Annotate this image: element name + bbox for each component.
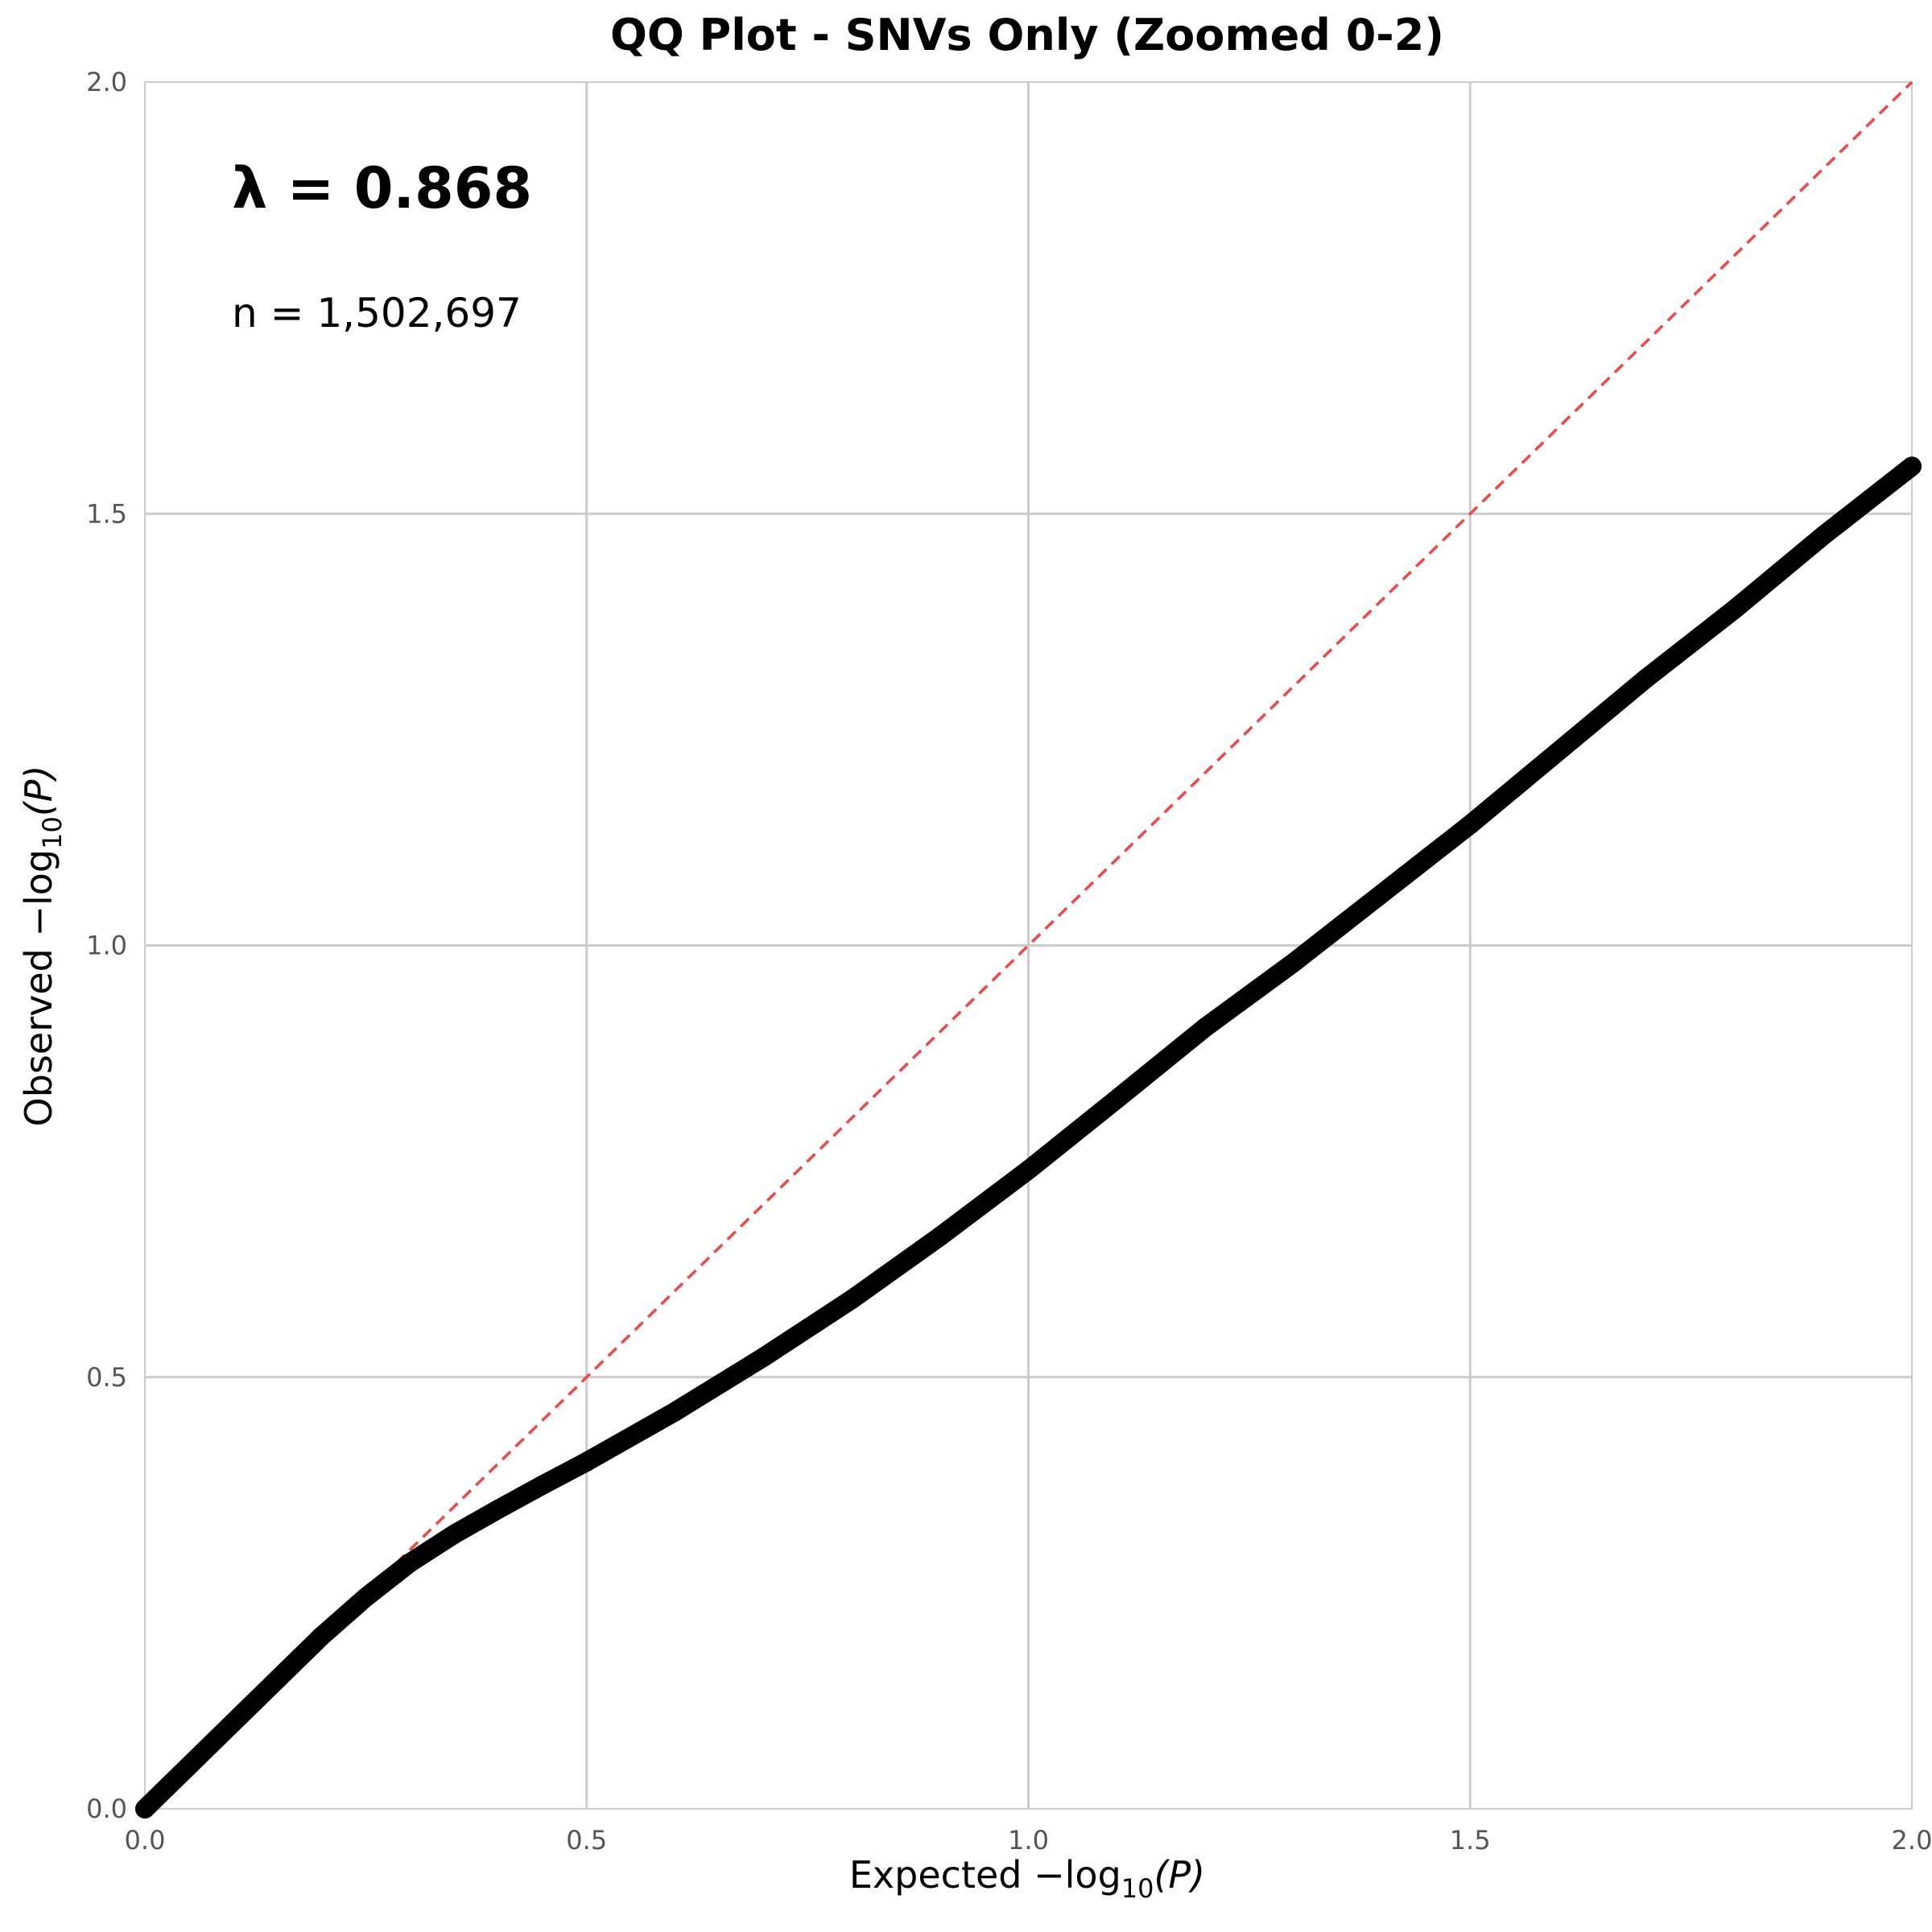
- n-annotation: n = 1,502,697: [232, 290, 522, 336]
- x-tick-label: 1.0: [1008, 1825, 1049, 1856]
- qq-data-point: [400, 1553, 420, 1573]
- reference-diagonal-line: [143, 80, 1913, 1810]
- tick-labels: 0.0 0.5 1.0 1.5 2.0 0.0 0.5 1.0 1.5 2.0: [86, 67, 1932, 1856]
- x-axis-title: Expected −log10(P): [849, 1853, 1205, 1904]
- x-axis-title-suffix: (P): [1154, 1853, 1205, 1897]
- qq-data-point: [532, 1475, 552, 1495]
- qq-data-point: [1107, 1089, 1127, 1109]
- qq-data-point: [444, 1524, 464, 1544]
- qq-data-point: [179, 1756, 199, 1776]
- y-axis-title: Observed −log10(P): [17, 766, 68, 1127]
- y-tick-label: 1.0: [86, 931, 127, 961]
- y-tick-label: 0.0: [86, 1794, 127, 1824]
- qq-data-point: [930, 1226, 950, 1246]
- qq-data-point: [753, 1348, 774, 1368]
- chart-title: QQ Plot - SNVs Only (Zoomed 0-2): [610, 10, 1444, 60]
- qq-data-point: [1814, 526, 1834, 546]
- qq-data-point: [1372, 884, 1392, 904]
- y-axis-title-suffix: (P): [17, 766, 60, 817]
- qq-data-point: [665, 1402, 685, 1422]
- grid-lines: [144, 81, 1913, 1810]
- y-axis-title-prefix: Observed −log: [17, 849, 60, 1127]
- reference-line-layer: [143, 80, 1913, 1810]
- x-tick-label: 2.0: [1892, 1825, 1932, 1856]
- qq-data-point: [1460, 815, 1480, 835]
- qq-data-point: [1549, 741, 1568, 762]
- qq-data-point: [1902, 456, 1922, 477]
- qq-data-point: [842, 1290, 861, 1310]
- qq-data-point: [1195, 1018, 1215, 1038]
- y-axis-title-subscript: 10: [37, 816, 68, 849]
- qq-data-point: [356, 1587, 376, 1608]
- x-tick-label: 0.5: [566, 1825, 607, 1856]
- x-axis-title-subscript: 10: [1121, 1873, 1154, 1904]
- qq-data-point: [1018, 1160, 1038, 1180]
- qq-data-point: [576, 1451, 597, 1472]
- qq-data-point: [489, 1499, 508, 1519]
- x-axis-title-prefix: Expected −log: [849, 1853, 1121, 1897]
- qq-data-point: [1283, 952, 1303, 972]
- y-tick-label: 1.5: [86, 498, 127, 529]
- qq-data-point: [267, 1670, 287, 1690]
- qq-data-point: [1725, 599, 1745, 619]
- data-series-layer: [135, 456, 1922, 1818]
- qq-data-point: [1637, 668, 1657, 688]
- x-tick-label: 1.5: [1450, 1825, 1491, 1856]
- qq-observed-band: [135, 456, 1922, 1818]
- qq-data-point: [312, 1626, 332, 1646]
- lambda-annotation: λ = 0.868: [232, 155, 532, 221]
- x-tick-label: 0.0: [125, 1825, 166, 1856]
- qq-data-point: [135, 1799, 155, 1818]
- y-tick-label: 0.5: [86, 1362, 127, 1393]
- y-tick-label: 2.0: [86, 67, 127, 97]
- qq-data-point: [223, 1712, 243, 1732]
